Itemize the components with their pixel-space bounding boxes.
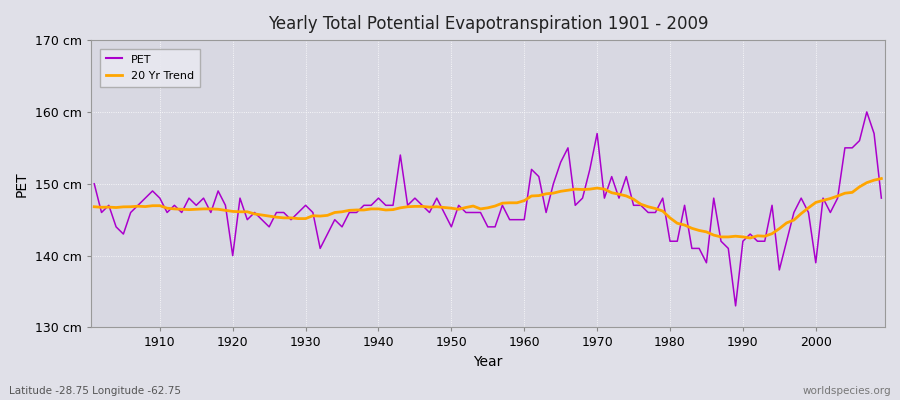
Text: worldspecies.org: worldspecies.org: [803, 386, 891, 396]
Title: Yearly Total Potential Evapotranspiration 1901 - 2009: Yearly Total Potential Evapotranspiratio…: [267, 15, 708, 33]
X-axis label: Year: Year: [473, 355, 502, 369]
Y-axis label: PET: PET: [15, 171, 29, 196]
Legend: PET, 20 Yr Trend: PET, 20 Yr Trend: [100, 48, 200, 87]
Text: Latitude -28.75 Longitude -62.75: Latitude -28.75 Longitude -62.75: [9, 386, 181, 396]
